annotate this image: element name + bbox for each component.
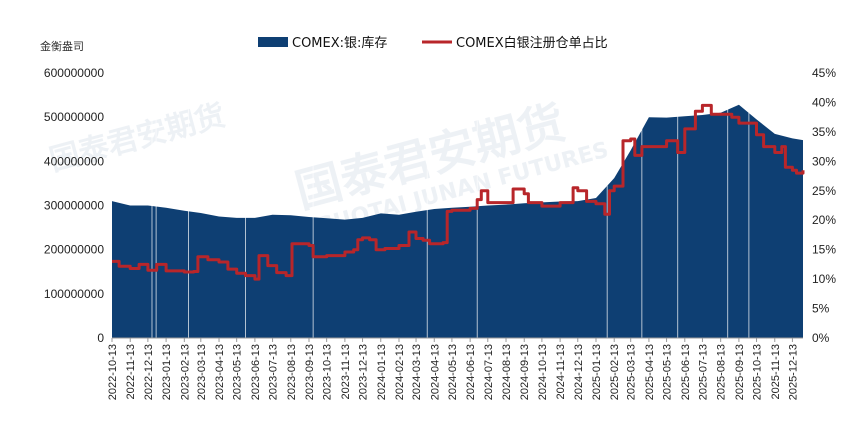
inventory-area (112, 104, 803, 338)
y-right-tick-label: 35% (812, 125, 836, 139)
x-tick-label: 2023-08-13 (286, 344, 298, 400)
x-tick-label: 2024-01-13 (376, 344, 388, 400)
x-tick-label: 2023-03-13 (196, 344, 208, 400)
x-tick-label: 2023-02-13 (179, 344, 191, 400)
x-tick-label: 2025-11-13 (770, 344, 782, 399)
y-right-tick-label: 15% (812, 243, 836, 257)
x-tick-label: 2024-11-13 (555, 344, 567, 399)
ratio-line (112, 103, 805, 281)
x-tick-label: 2025-08-13 (716, 344, 728, 400)
y-left-tick-label: 200000000 (44, 243, 104, 257)
legend-line-label: COMEX白银注册仓单占比 (456, 35, 608, 51)
y-left-tick-label: 400000000 (44, 154, 104, 168)
y-left-tick-label: 300000000 (44, 199, 104, 213)
legend-area-label: COMEX:银:库存 (292, 35, 387, 51)
x-tick-label: 2023-11-13 (340, 344, 352, 399)
y-left-tick-label: 100000000 (44, 287, 104, 301)
x-tick-label: 2023-07-13 (268, 344, 280, 400)
x-tick-label: 2023-01-13 (161, 344, 173, 400)
x-tick-label: 2024-09-13 (519, 344, 531, 400)
axes: 0 100000000 200000000 300000000 400000000 500… (44, 66, 836, 400)
x-tick-label: 2024-05-13 (447, 344, 459, 400)
y-right-tick-label: 25% (812, 184, 836, 198)
x-tick-label: 2022-12-13 (143, 344, 155, 400)
x-tick-label: 2025-07-13 (697, 344, 709, 400)
x-tick-label: 2025-04-13 (644, 344, 656, 400)
x-tick-label: 2025-05-13 (662, 344, 674, 400)
y-right-tick-label: 20% (812, 213, 836, 227)
x-tick-label: 2025-09-13 (734, 344, 746, 400)
y-left-tick-label: 500000000 (44, 110, 104, 124)
y-left-tick-label: 600000000 (44, 66, 104, 80)
x-tick-label: 2023-09-13 (304, 344, 316, 400)
x-tick-label: 2024-02-13 (394, 344, 406, 400)
left-axis-unit: 金衡盎司 (40, 39, 84, 53)
plot-area (112, 73, 805, 338)
x-tick-label: 2023-05-13 (232, 344, 244, 400)
x-tick-label: 2024-07-13 (483, 344, 495, 400)
legend: COMEX:银:库存 COMEX白银注册仓单占比 (258, 35, 608, 51)
x-tick-label: 2023-12-13 (358, 344, 370, 400)
x-tick-label: 2024-06-13 (465, 344, 477, 400)
y-right-tick-label: 0% (812, 331, 830, 345)
y-left-tick-label: 0 (97, 331, 104, 345)
x-tick-label: 2025-12-13 (787, 344, 799, 400)
x-tick-label: 2025-01-13 (591, 344, 603, 400)
x-tick-label: 2024-04-13 (429, 344, 441, 400)
x-tick-label: 2023-04-13 (214, 344, 226, 400)
legend-area-swatch (258, 37, 288, 47)
x-tick-label: 2023-10-13 (322, 344, 334, 400)
x-tick-label: 2025-03-13 (626, 344, 638, 400)
y-right-tick-label: 40% (812, 95, 836, 109)
y-right-tick-label: 10% (812, 272, 836, 286)
x-tick-label: 2025-06-13 (680, 344, 692, 400)
y-right-tick-label: 30% (812, 154, 836, 168)
x-tick-label: 2024-10-13 (537, 344, 549, 400)
y-right-tick-label: 45% (812, 66, 836, 80)
x-tick-label: 2024-12-13 (573, 344, 585, 400)
x-tick-label: 2024-03-13 (411, 344, 423, 400)
x-tick-label: 2025-10-13 (752, 344, 764, 400)
x-tick-label: 2022-11-13 (125, 344, 137, 399)
x-tick-label: 2022-10-13 (107, 344, 119, 400)
x-tick-label: 2025-02-13 (609, 344, 621, 400)
y-right-tick-label: 5% (812, 302, 830, 316)
x-tick-label: 2023-06-13 (250, 344, 262, 400)
x-tick-label: 2024-08-13 (501, 344, 513, 400)
